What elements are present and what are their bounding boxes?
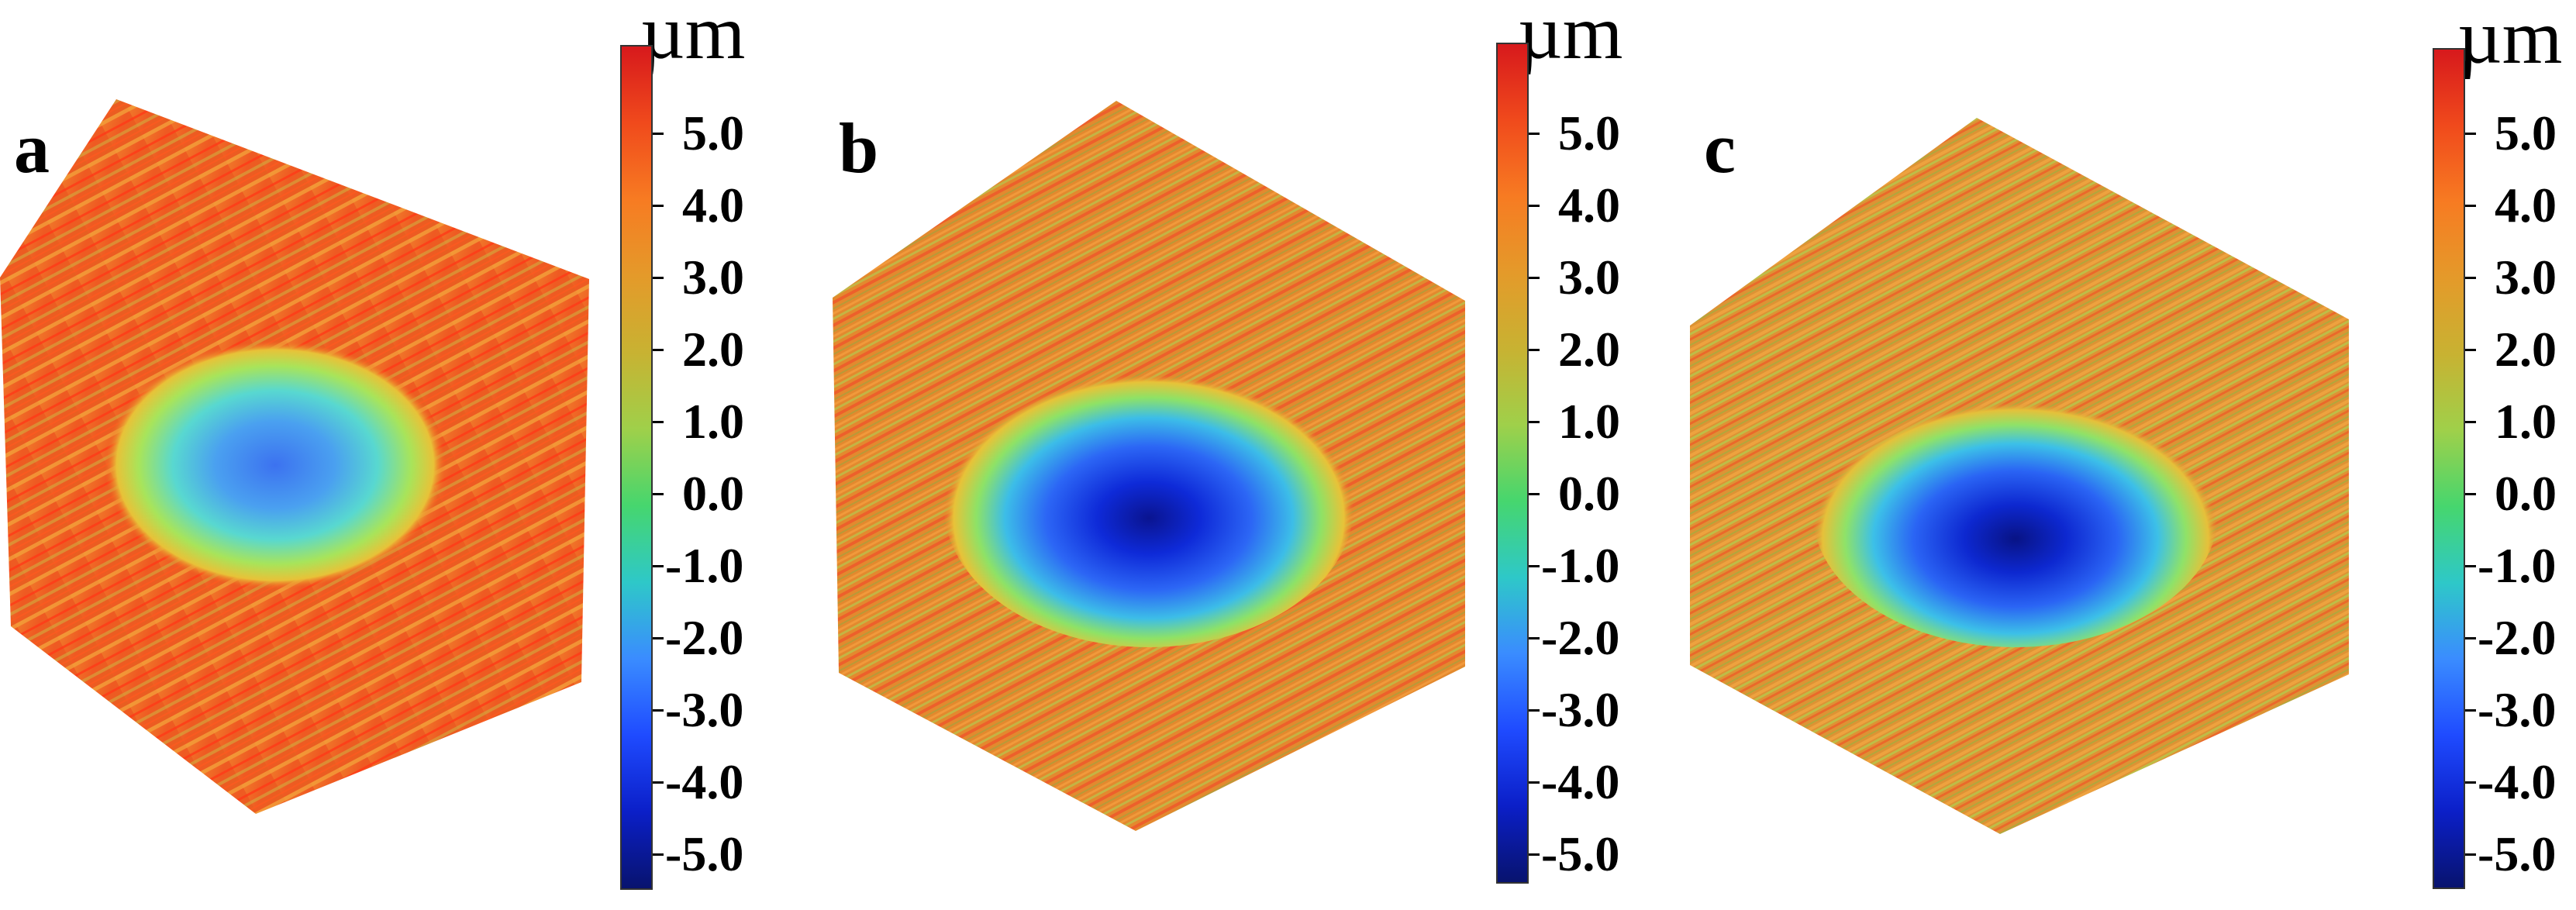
- colorbar-tick-label: -3.0: [665, 682, 744, 737]
- colorbar-unit-c: µm: [2457, 0, 2563, 80]
- colorbar-tick-mark: [2465, 565, 2476, 567]
- colorbar-tick-mark: [653, 277, 664, 279]
- surface-plot-a: [0, 99, 589, 814]
- colorbar-tick-mark: [2465, 781, 2476, 784]
- colorbar-tick-label: -2.0: [1541, 610, 1620, 665]
- colorbar-tick-mark: [653, 709, 664, 712]
- colorbar-tick-label: -4.0: [665, 754, 744, 809]
- colorbar-tick-label: 2.0: [1558, 322, 1620, 377]
- colorbar-tick-label: -5.0: [2478, 826, 2557, 881]
- colorbar-tick-label: 0.0: [1558, 466, 1620, 521]
- surface-plot-c: [1690, 118, 2349, 834]
- colorbar-tick-label: -4.0: [1541, 754, 1620, 809]
- colorbar-tick-mark: [653, 421, 664, 423]
- colorbar-tick-mark: [1529, 709, 1540, 712]
- indentation-pit-c: [1812, 376, 2219, 647]
- colorbar-tick-mark: [1529, 853, 1540, 856]
- colorbar-tick-label: -1.0: [2478, 538, 2557, 593]
- colorbar-tick-mark: [2465, 205, 2476, 207]
- colorbar-tick-label: -4.0: [2478, 754, 2557, 809]
- panel-a: a µm 5.0 4.0 3.0 2.0 1.0 0.0 -1.0 -2.0 -3.0 -4.0 -…: [0, 0, 829, 910]
- colorbar-tick-mark: [2465, 277, 2476, 279]
- colorbar-tick-label: 4.0: [682, 178, 744, 233]
- colorbar-tick-label: -3.0: [2478, 682, 2557, 737]
- colorbar-tick-mark: [1529, 349, 1540, 351]
- colorbar-tick-label: 0.0: [682, 466, 744, 521]
- colorbar-tick-mark: [653, 133, 664, 135]
- indentation-pit-a: [105, 341, 446, 589]
- surface-plot-b: [833, 101, 1465, 831]
- colorbar-tick-mark: [1529, 565, 1540, 567]
- indentation-pit-b: [943, 360, 1354, 647]
- colorbar-tick-label: 4.0: [1558, 178, 1620, 233]
- colorbar-tick-label: 1.0: [2495, 394, 2557, 449]
- colorbar-tick-label: -5.0: [1541, 826, 1620, 881]
- panel-b: b µm 5.0 4.0 3.0 2.0 1.0 0.0 -1.0 -2.0 -3.0 -4.0 -…: [829, 0, 1682, 910]
- colorbar-tick-mark: [653, 637, 664, 639]
- colorbar-unit-a: µm: [640, 0, 746, 75]
- colorbar-gradient-a: [620, 45, 653, 890]
- colorbar-tick-mark: [2465, 637, 2476, 639]
- colorbar-tick-label: 5.0: [1558, 105, 1620, 160]
- colorbar-tick-mark: [2465, 493, 2476, 495]
- colorbar-tick-label: 4.0: [2495, 178, 2557, 233]
- panel-letter-b: b: [839, 109, 879, 188]
- colorbar-unit-b: µm: [1518, 0, 1623, 75]
- colorbar-tick-label: -1.0: [1541, 538, 1620, 593]
- colorbar-tick-label: -2.0: [2478, 610, 2557, 665]
- colorbar-tick-mark: [1529, 277, 1540, 279]
- colorbar-tick-mark: [2465, 709, 2476, 712]
- colorbar-tick-mark: [1529, 205, 1540, 207]
- colorbar-tick-label: 2.0: [2495, 322, 2557, 377]
- colorbar-tick-label: 5.0: [682, 105, 744, 160]
- colorbar-tick-label: 2.0: [682, 322, 744, 377]
- colorbar-gradient-c: [2433, 48, 2465, 889]
- colorbar-tick-mark: [1529, 637, 1540, 639]
- colorbar-tick-label: -3.0: [1541, 682, 1620, 737]
- colorbar-tick-label: 1.0: [1558, 394, 1620, 449]
- colorbar-tick-mark: [653, 781, 664, 784]
- colorbar-tick-mark: [2465, 133, 2476, 135]
- panel-letter-a: a: [14, 109, 50, 188]
- colorbar-tick-label: 3.0: [2495, 250, 2557, 305]
- panel-c: c µm 5.0 4.0 3.0 2.0 1.0 0.0 -1.0 -2.0 -3.0 -4.0 -…: [1682, 0, 2576, 910]
- colorbar-tick-label: -5.0: [665, 826, 744, 881]
- colorbar-tick-mark: [1529, 493, 1540, 495]
- colorbar-tick-mark: [2465, 349, 2476, 351]
- colorbar-tick-mark: [1529, 781, 1540, 784]
- colorbar-tick-label: 5.0: [2495, 105, 2557, 160]
- colorbar-tick-mark: [2465, 421, 2476, 423]
- colorbar-tick-mark: [653, 205, 664, 207]
- colorbar-tick-label: 1.0: [682, 394, 744, 449]
- colorbar-tick-mark: [653, 349, 664, 351]
- colorbar-tick-mark: [1529, 421, 1540, 423]
- colorbar-tick-mark: [653, 565, 664, 567]
- colorbar-tick-label: 3.0: [682, 250, 744, 305]
- colorbar-gradient-b: [1496, 43, 1529, 884]
- colorbar-tick-label: -2.0: [665, 610, 744, 665]
- panel-letter-c: c: [1704, 109, 1736, 188]
- colorbar-tick-mark: [2465, 853, 2476, 856]
- colorbar-tick-label: 0.0: [2495, 466, 2557, 521]
- colorbar-tick-label: -1.0: [665, 538, 744, 593]
- colorbar-tick-mark: [1529, 133, 1540, 135]
- colorbar-tick-mark: [653, 493, 664, 495]
- colorbar-tick-mark: [653, 853, 664, 856]
- colorbar-tick-label: 3.0: [1558, 250, 1620, 305]
